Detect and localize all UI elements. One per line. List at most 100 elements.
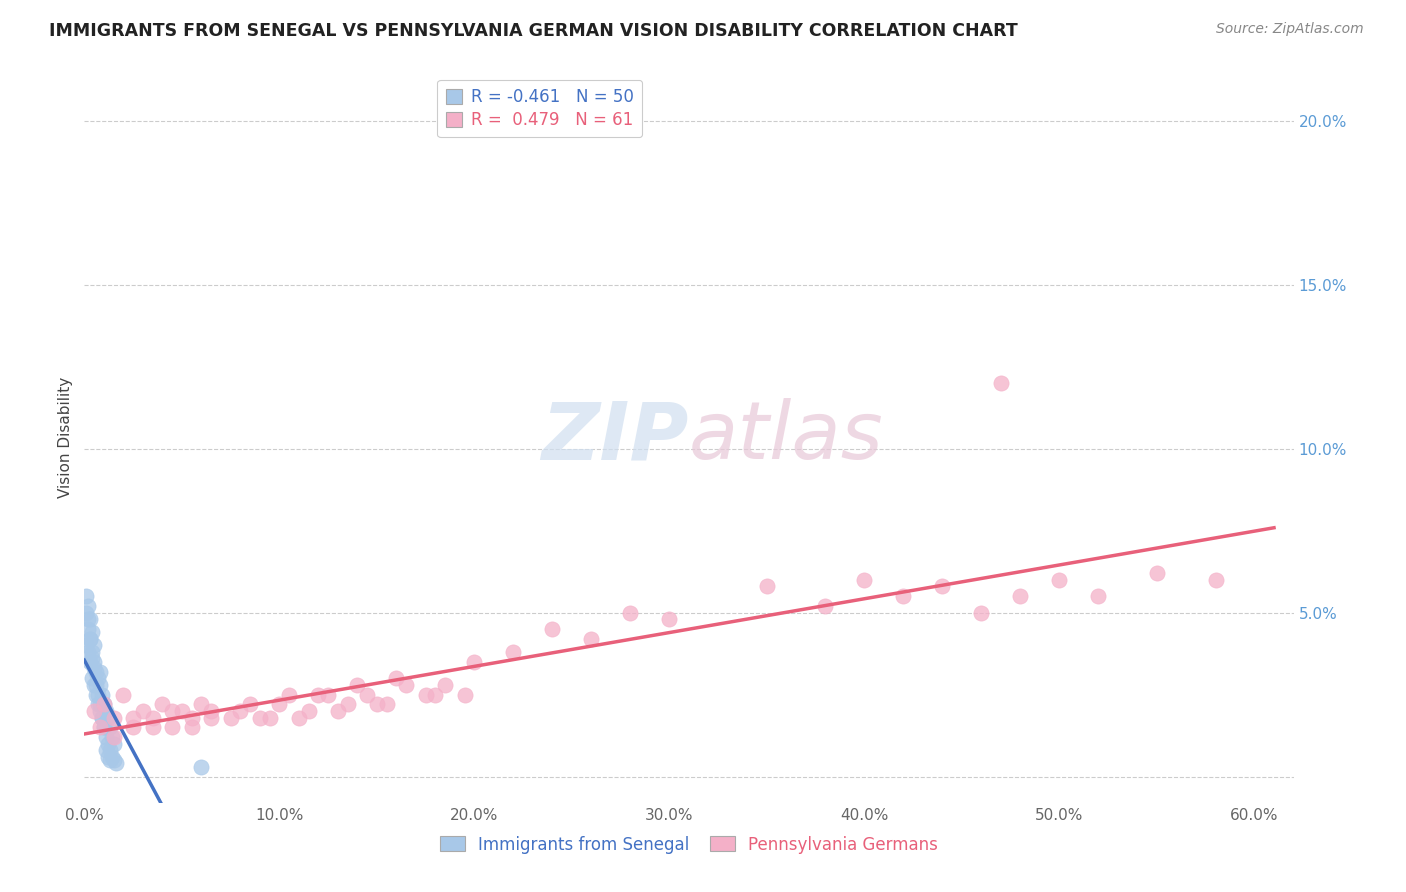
Point <box>84 678 107 692</box>
Point <box>94 730 117 744</box>
Point <box>103 737 125 751</box>
Point <box>307 688 329 702</box>
Point <box>77 622 100 636</box>
Text: Source: ZipAtlas.com: Source: ZipAtlas.com <box>1216 22 1364 37</box>
Point <box>269 698 291 712</box>
Point <box>94 704 117 718</box>
Point <box>1146 566 1168 581</box>
Point <box>346 678 368 692</box>
Point <box>541 622 564 636</box>
Point <box>103 710 125 724</box>
Point <box>288 710 311 724</box>
Point <box>79 632 101 646</box>
Point <box>1087 589 1109 603</box>
Point <box>200 704 222 718</box>
Point <box>100 750 122 764</box>
Point <box>1010 589 1032 603</box>
Point <box>82 625 104 640</box>
Point <box>87 698 110 712</box>
Point <box>90 688 112 702</box>
Point <box>84 688 107 702</box>
Point <box>453 688 475 702</box>
Point <box>619 606 641 620</box>
Text: IMMIGRANTS FROM SENEGAL VS PENNSYLVANIA GERMAN VISION DISABILITY CORRELATION CHA: IMMIGRANTS FROM SENEGAL VS PENNSYLVANIA … <box>49 22 1018 40</box>
Point <box>97 750 120 764</box>
Point <box>425 688 447 702</box>
Point <box>434 678 457 692</box>
Point <box>77 612 100 626</box>
Point <box>581 632 603 646</box>
Point <box>395 678 418 692</box>
Point <box>142 720 165 734</box>
Point <box>87 671 110 685</box>
Point <box>122 710 145 724</box>
Point <box>93 720 115 734</box>
Point <box>160 704 183 718</box>
Legend: Immigrants from Senegal, Pennsylvania Germans: Immigrants from Senegal, Pennsylvania Ge… <box>433 829 945 860</box>
Point <box>83 638 105 652</box>
Point <box>132 704 155 718</box>
Point <box>278 688 301 702</box>
Point <box>385 671 408 685</box>
Point <box>82 671 104 685</box>
Point <box>249 710 271 724</box>
Point <box>112 688 135 702</box>
Point <box>366 698 388 712</box>
Point <box>893 589 915 603</box>
Point <box>83 661 105 675</box>
Point <box>298 704 321 718</box>
Point <box>160 720 183 734</box>
Point <box>316 688 339 702</box>
Point <box>83 655 105 669</box>
Point <box>90 710 112 724</box>
Point <box>83 704 105 718</box>
Point <box>229 704 252 718</box>
Point <box>104 756 127 771</box>
Point <box>239 698 262 712</box>
Point <box>463 655 485 669</box>
Point <box>94 743 117 757</box>
Point <box>100 730 122 744</box>
Point <box>90 710 112 724</box>
Point <box>98 743 121 757</box>
Point <box>84 665 107 679</box>
Point <box>89 720 111 734</box>
Point <box>79 632 101 646</box>
Y-axis label: Vision Disability: Vision Disability <box>58 376 73 498</box>
Point <box>75 638 97 652</box>
Point <box>180 710 202 724</box>
Point <box>219 710 242 724</box>
Point <box>82 651 104 665</box>
Point <box>93 698 115 712</box>
Point <box>356 688 378 702</box>
Text: ZIP: ZIP <box>541 398 689 476</box>
Point <box>170 704 193 718</box>
Point <box>1205 573 1227 587</box>
Point <box>83 678 105 692</box>
Point <box>79 655 101 669</box>
Point <box>375 698 398 712</box>
Point <box>814 599 837 613</box>
Text: atlas: atlas <box>689 398 884 476</box>
Point <box>415 688 437 702</box>
Point <box>502 645 524 659</box>
Point <box>150 698 173 712</box>
Point <box>89 665 111 679</box>
Point <box>658 612 681 626</box>
Point <box>75 606 97 620</box>
Point <box>89 704 111 718</box>
Point <box>755 579 778 593</box>
Point <box>89 678 111 692</box>
Point <box>970 606 993 620</box>
Point <box>1049 573 1071 587</box>
Point <box>103 730 125 744</box>
Point <box>75 589 97 603</box>
Point <box>97 737 120 751</box>
Point <box>79 612 101 626</box>
Point <box>853 573 876 587</box>
Point <box>98 753 121 767</box>
Point <box>326 704 349 718</box>
Point <box>89 698 111 712</box>
Point <box>931 579 953 593</box>
Point <box>180 720 202 734</box>
